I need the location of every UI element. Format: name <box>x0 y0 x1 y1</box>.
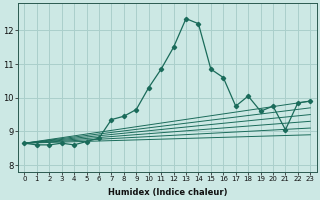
X-axis label: Humidex (Indice chaleur): Humidex (Indice chaleur) <box>108 188 227 197</box>
